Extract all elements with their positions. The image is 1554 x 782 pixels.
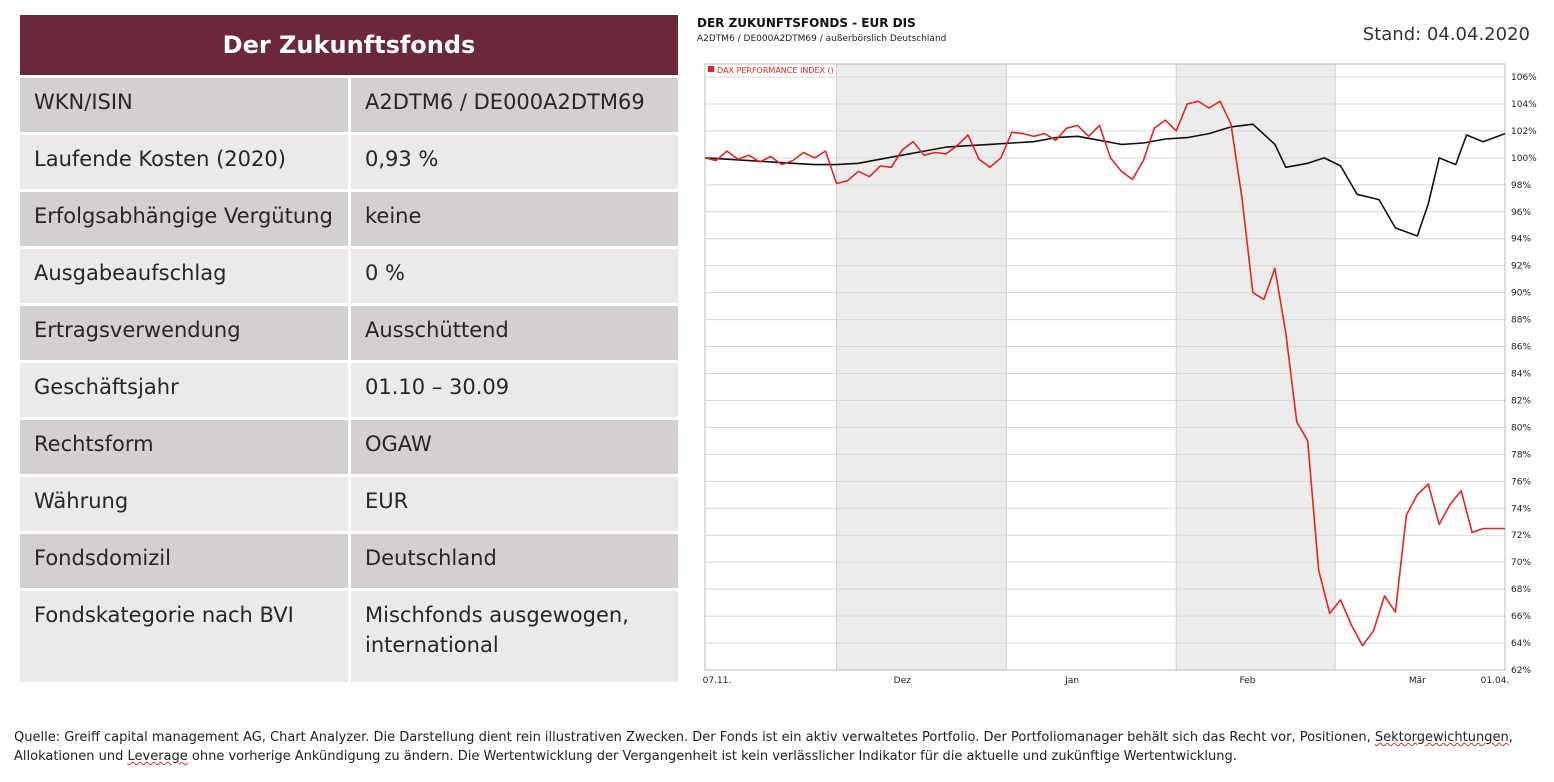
x-tick-label: Mär bbox=[1409, 676, 1426, 686]
table-row: Ertragsverwendung Ausschüttend bbox=[20, 306, 678, 360]
y-tick-label: 100% bbox=[1511, 154, 1537, 164]
disclaimer-part: , Allokationen und bbox=[14, 730, 1513, 764]
x-tick-label: 01.04. bbox=[1481, 676, 1510, 686]
table-row: Währung EUR bbox=[20, 477, 678, 531]
y-tick-label: 90% bbox=[1511, 289, 1531, 299]
row-value: keine bbox=[351, 192, 678, 246]
y-tick-label: 74% bbox=[1511, 504, 1531, 514]
table-row: Laufende Kosten (2020) 0,93 % bbox=[20, 135, 678, 189]
shaded-month-band bbox=[1176, 64, 1336, 670]
chart-subtitle: A2DTM6 / DE000A2DTM69 / außerbörslich De… bbox=[697, 34, 947, 44]
row-label: Rechtsform bbox=[20, 420, 348, 474]
row-value: Mischfonds ausgewogen, international bbox=[351, 591, 678, 682]
chart-title: DER ZUKUNFTSFONDS - EUR DIS bbox=[697, 16, 916, 30]
plot-frame bbox=[704, 63, 1506, 671]
row-label: Geschäftsjahr bbox=[20, 363, 348, 417]
y-tick-label: 76% bbox=[1511, 477, 1531, 487]
table-row: Fondsdomizil Deutschland bbox=[20, 534, 678, 588]
fund-facts-table: Der Zukunftsfonds WKN/ISIN A2DTM6 / DE000… bbox=[20, 15, 678, 682]
disclaimer-part: ohne vorherige Ankündigung zu ändern. Di… bbox=[187, 749, 1237, 764]
dax-series-line bbox=[704, 100, 1505, 647]
row-value: Ausschüttend bbox=[351, 306, 678, 360]
table-row: Fondskategorie nach BVI Mischfonds ausgew… bbox=[20, 591, 678, 682]
y-tick-label: 62% bbox=[1511, 666, 1531, 676]
table-row: Ausgabeaufschlag 0 % bbox=[20, 249, 678, 303]
shaded-month-band bbox=[836, 64, 1007, 670]
row-label: Erfolgsabhängige Vergütung bbox=[20, 192, 348, 246]
disclaimer-text: Quelle: Greiff capital management AG, Ch… bbox=[14, 728, 1544, 766]
y-tick-label: 82% bbox=[1511, 396, 1531, 406]
row-label: Laufende Kosten (2020) bbox=[20, 135, 348, 189]
y-tick-label: 70% bbox=[1511, 558, 1531, 568]
row-value: 0,93 % bbox=[351, 135, 678, 189]
table-row: Rechtsform OGAW bbox=[20, 420, 678, 474]
y-tick-label: 80% bbox=[1511, 423, 1531, 433]
legend-swatch bbox=[708, 66, 714, 72]
fund-series-line bbox=[704, 123, 1506, 237]
row-value: Deutschland bbox=[351, 534, 678, 588]
table-row: Geschäftsjahr 01.10 – 30.09 bbox=[20, 363, 678, 417]
y-tick-label: 98% bbox=[1511, 181, 1531, 191]
disclaimer-term-sektorgewichtungen: Sektorgewichtungen bbox=[1374, 730, 1509, 745]
y-tick-label: 102% bbox=[1511, 127, 1537, 137]
row-value: EUR bbox=[351, 477, 678, 531]
table-title: Der Zukunftsfonds bbox=[20, 15, 678, 75]
table-row: WKN/ISIN A2DTM6 / DE000A2DTM69 bbox=[20, 78, 678, 132]
y-tick-label: 106% bbox=[1511, 73, 1537, 83]
y-tick-label: 72% bbox=[1511, 531, 1531, 541]
row-value: OGAW bbox=[351, 420, 678, 474]
legend-label: DAX PERFORMANCE INDEX () bbox=[717, 66, 834, 75]
disclaimer-term-leverage: Leverage bbox=[127, 749, 188, 764]
row-label: Fondskategorie nach BVI bbox=[20, 591, 348, 682]
disclaimer-part: Quelle: Greiff capital management AG, Ch… bbox=[14, 730, 1375, 745]
row-label: WKN/ISIN bbox=[20, 78, 348, 132]
x-tick-label: 07.11. bbox=[703, 676, 732, 686]
x-tick-label: Dez bbox=[894, 676, 911, 686]
y-tick-label: 96% bbox=[1511, 208, 1531, 218]
row-value: A2DTM6 / DE000A2DTM69 bbox=[351, 78, 678, 132]
stand-date: Stand: 04.04.2020 bbox=[1362, 24, 1530, 45]
y-tick-label: 88% bbox=[1511, 316, 1531, 326]
row-label: Ertragsverwendung bbox=[20, 306, 348, 360]
table-row: Erfolgsabhängige Vergütung keine bbox=[20, 192, 678, 246]
y-tick-label: 84% bbox=[1511, 370, 1531, 380]
y-tick-label: 92% bbox=[1511, 262, 1531, 272]
row-label: Ausgabeaufschlag bbox=[20, 249, 348, 303]
y-tick-label: 78% bbox=[1511, 450, 1531, 460]
table-body: WKN/ISIN A2DTM6 / DE000A2DTM69 Laufende Ko… bbox=[20, 78, 678, 682]
y-tick-label: 66% bbox=[1511, 612, 1531, 622]
x-tick-label: Jan bbox=[1064, 676, 1079, 686]
x-tick-label: Feb bbox=[1239, 676, 1255, 686]
row-label: Währung bbox=[20, 477, 348, 531]
y-tick-label: 104% bbox=[1511, 100, 1537, 110]
y-tick-label: 86% bbox=[1511, 343, 1531, 353]
y-tick-label: 68% bbox=[1511, 585, 1531, 595]
y-tick-label: 64% bbox=[1511, 639, 1531, 649]
row-value: 01.10 – 30.09 bbox=[351, 363, 678, 417]
row-label: Fondsdomizil bbox=[20, 534, 348, 588]
y-tick-label: 94% bbox=[1511, 235, 1531, 245]
row-value: 0 % bbox=[351, 249, 678, 303]
